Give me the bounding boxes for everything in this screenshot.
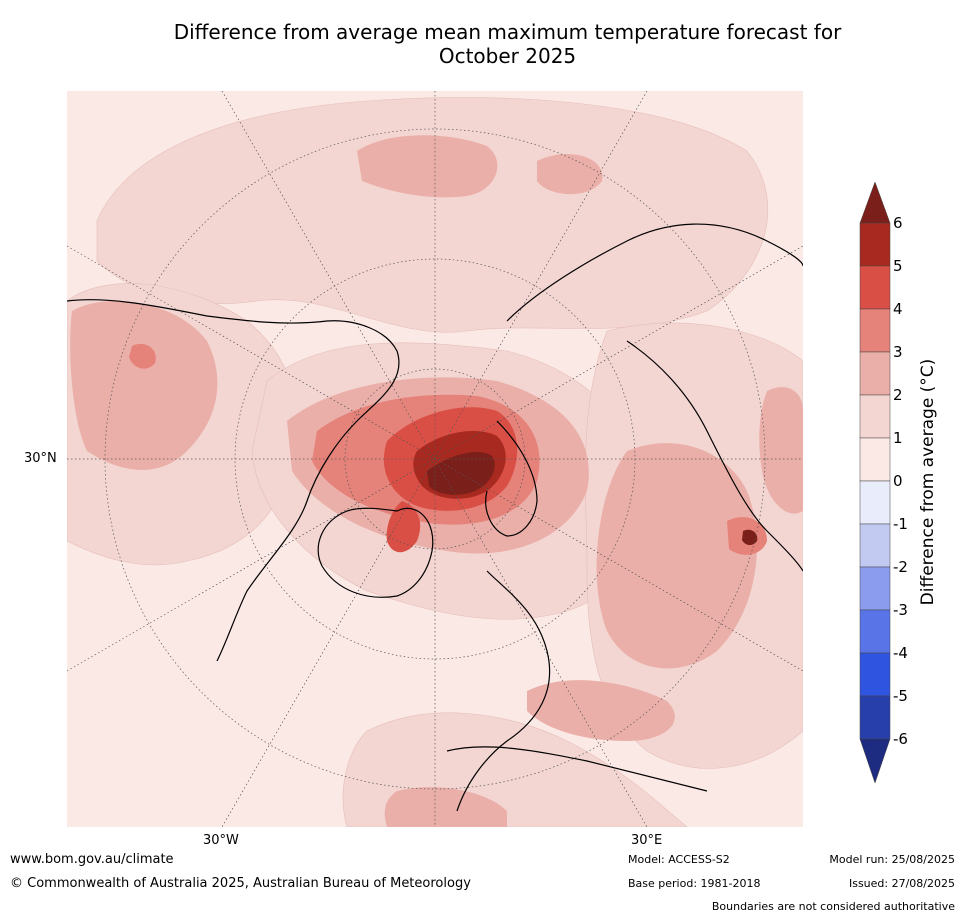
model-run-text: Model run: 25/08/2025 <box>829 853 955 866</box>
anomaly-2to3-south-patch <box>527 680 675 741</box>
colorbar-segment-0to1 <box>859 437 891 482</box>
anomaly-2to3-north-patch <box>357 135 498 198</box>
colorbar-segment-m3tom2 <box>859 566 891 611</box>
colorbar-segment-2to3 <box>859 351 891 396</box>
colorbar-tick-label: 5 <box>893 257 903 275</box>
colorbar-tick-label: -3 <box>893 601 908 619</box>
colorbar-tick-label: -5 <box>893 687 908 705</box>
colorbar-label: Difference from average (°C) <box>918 358 938 606</box>
copyright-text: © Commonwealth of Australia 2025, Austra… <box>10 876 471 891</box>
anomaly-above6-core <box>427 451 495 495</box>
issued-text: Issued: 27/08/2025 <box>848 877 955 890</box>
colorbar-tick-label: -1 <box>893 515 908 533</box>
chart-title: Difference from average mean maximum tem… <box>60 20 955 68</box>
latitude-label-30n: 30°N <box>24 451 57 466</box>
colorbar-segment-3to4 <box>859 308 891 353</box>
anomaly-2to3-far-east-patch <box>759 387 803 514</box>
longitude-label-30w: 30°W <box>203 833 239 848</box>
anomaly-above6-east-spot <box>742 529 758 546</box>
anomaly-2to3-south-west-patch <box>384 787 507 827</box>
longitude-label-30e: 30°E <box>631 833 663 848</box>
coastline-mediterranean <box>446 746 708 792</box>
coastline-greenland <box>317 507 434 598</box>
anomaly-2to3-east-band <box>596 443 757 669</box>
colorbar-tick-label: 0 <box>893 472 903 490</box>
model-text: Model: ACCESS-S2 <box>628 853 730 866</box>
anomaly-2to3-west-patch <box>70 301 218 470</box>
colorbar-segment-m4tom3 <box>859 609 891 654</box>
coastline-eurasia-north <box>506 223 803 322</box>
colorbar-tick-label: 6 <box>893 214 903 232</box>
latitude-circle-outer <box>104 128 766 790</box>
colorbar-tick-label: 4 <box>893 300 903 318</box>
coastline-asia-east <box>626 340 803 572</box>
colorbar-segment-m1to0 <box>859 480 891 525</box>
forecast-map[interactable] <box>67 91 803 827</box>
anomaly-2to3-north-east-patch <box>537 153 603 195</box>
colorbar-segment-1to2 <box>859 394 891 439</box>
meridian-60e <box>67 245 803 672</box>
graticule <box>67 91 803 827</box>
colorbar-segment-m5tom4 <box>859 652 891 697</box>
title-line-1: Difference from average mean maximum tem… <box>173 20 842 44</box>
coastlines <box>67 223 803 812</box>
colorbar-tick-label: -2 <box>893 558 908 576</box>
title-line-2: October 2025 <box>438 44 577 68</box>
colorbar-segment-5to6 <box>859 222 891 267</box>
anomaly-4to5-greenland-tongue <box>386 501 421 553</box>
colorbar <box>859 181 891 784</box>
disclaimer-text: Boundaries are not considered authoritat… <box>711 900 955 913</box>
colorbar-segment-4to5 <box>859 265 891 310</box>
colorbar-tick-label: 3 <box>893 343 903 361</box>
colorbar-extend-top <box>859 181 891 224</box>
anomaly-3to4-west-spot <box>129 343 156 369</box>
anomaly-1to2-region-north <box>96 97 769 333</box>
coastline-scandinavia <box>485 420 538 537</box>
colorbar-extend-bottom <box>859 738 891 784</box>
colorbar-tick-label: 2 <box>893 386 903 404</box>
base-period-text: Base period: 1981-2018 <box>628 877 761 890</box>
colorbar-segment-m2tom1 <box>859 523 891 568</box>
coastline-europe <box>456 570 551 812</box>
colorbar-tick-label: -4 <box>893 644 908 662</box>
colorbar-segment-m6tom5 <box>859 695 891 740</box>
colorbar-tick-label: -6 <box>893 730 908 748</box>
coastline-north-america <box>67 299 400 662</box>
colorbar-tick-label: 1 <box>893 429 903 447</box>
colorbar-segments <box>859 181 891 784</box>
map-svg <box>67 91 803 827</box>
website-link[interactable]: www.bom.gov.au/climate <box>10 852 174 867</box>
